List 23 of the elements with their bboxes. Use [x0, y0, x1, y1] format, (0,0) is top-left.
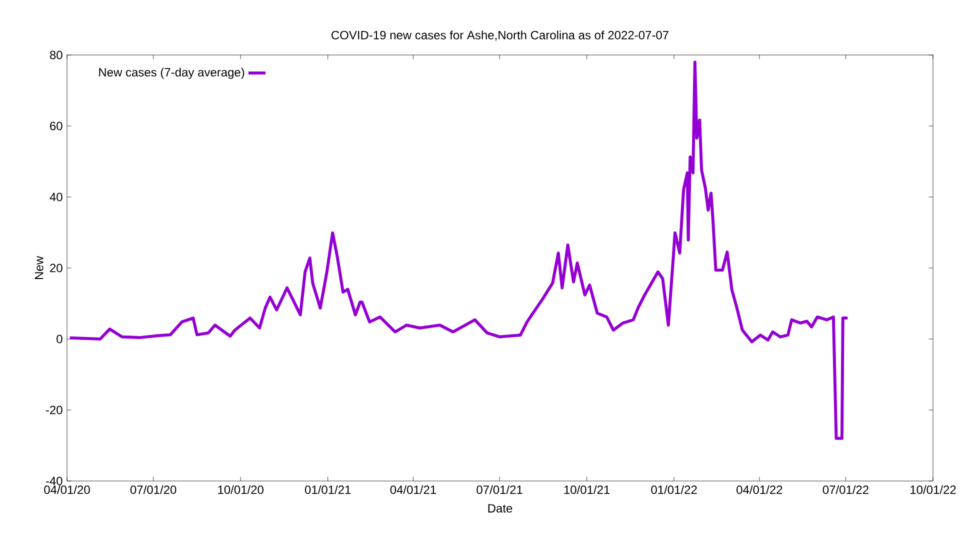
x-axis-title: Date — [488, 504, 512, 513]
y-tick-label: 40 — [50, 192, 62, 202]
x-tick-label: 10/01/21 — [564, 485, 610, 494]
y-tick-label: 0 — [56, 334, 62, 344]
y-tick-label: -40 — [46, 476, 62, 486]
x-tick-label: 10/01/22 — [910, 485, 956, 494]
chart-title: COVID-19 new cases for Ashe,North Carolina as of 2022-07-07 — [332, 30, 668, 41]
x-tick-label: 10/01/20 — [218, 485, 264, 494]
x-tick-label: 07/01/21 — [476, 485, 522, 494]
y-tick-label: 60 — [50, 122, 62, 130]
line-series — [68, 60, 850, 440]
x-tick-label: 04/01/20 — [44, 485, 90, 494]
x-tick-label: 01/01/21 — [304, 485, 351, 494]
x-tick-label: 07/01/22 — [822, 485, 868, 494]
y-tick-label: 20 — [50, 264, 62, 272]
y-axis-title: New — [34, 256, 44, 280]
x-tick-label: 07/01/20 — [130, 485, 176, 494]
x-tick-label: 01/01/22 — [651, 485, 697, 494]
y-tick-label: 80 — [50, 50, 62, 60]
x-tick-label: 04/01/21 — [390, 485, 436, 494]
y-tick-label: -20 — [46, 406, 62, 414]
legend-label: New cases (7-day average) — [99, 68, 244, 79]
x-tick-label: 04/01/22 — [736, 485, 782, 494]
